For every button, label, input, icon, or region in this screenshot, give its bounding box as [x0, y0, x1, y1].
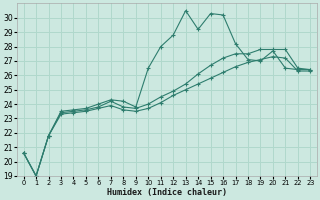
X-axis label: Humidex (Indice chaleur): Humidex (Indice chaleur)	[107, 188, 227, 197]
